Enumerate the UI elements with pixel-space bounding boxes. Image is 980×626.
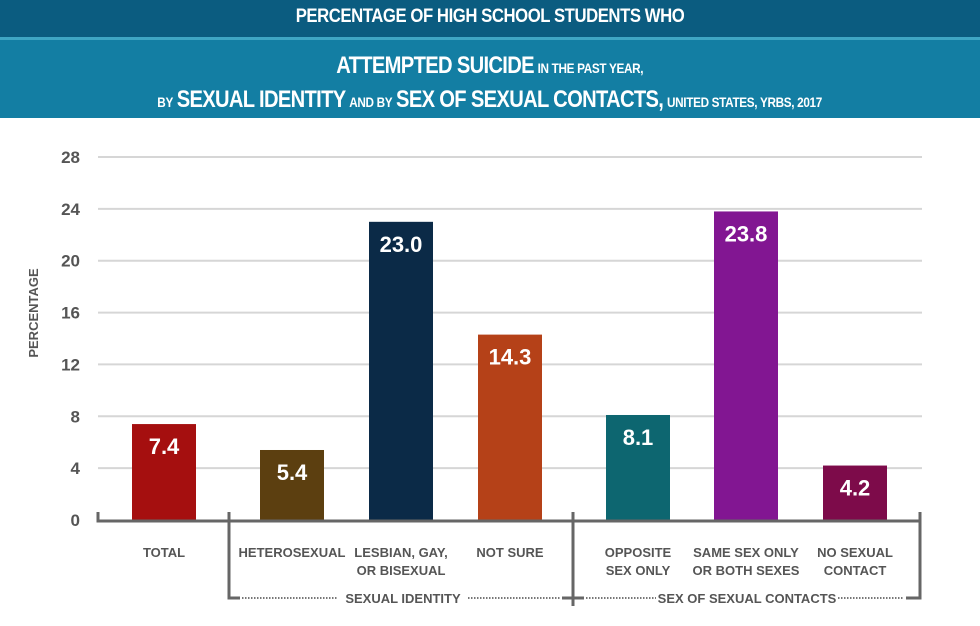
category-label: NOT SURE: [476, 545, 544, 560]
category-label: OR BOTH SEXES: [693, 563, 800, 578]
bar: [132, 424, 196, 520]
category-label: NO SEXUAL: [817, 545, 893, 560]
bar-value-label: 23.8: [725, 221, 768, 246]
title-emphasis-attempted-suicide: ATTEMPTED SUICIDE: [336, 52, 535, 79]
y-tick-label: 4: [71, 459, 81, 478]
title-line-1: PERCENTAGE OF HIGH SCHOOL STUDENTS WHO: [295, 6, 685, 27]
title-and-by: AND BY: [349, 94, 393, 110]
y-axis-label: PERCENTAGE: [26, 268, 41, 358]
category-label: LESBIAN, GAY,: [354, 545, 447, 560]
y-tick-label: 16: [61, 304, 80, 323]
title-emphasis-sexual-identity: SEXUAL IDENTITY: [177, 86, 346, 113]
bar-value-label: 5.4: [277, 460, 308, 485]
bar: [478, 334, 542, 520]
y-tick-label: 20: [61, 252, 80, 271]
bar: [714, 211, 778, 520]
y-axis-ticks: 0 4 8 12 16 20 24 28: [61, 148, 80, 530]
group-label-sexual-identity: SEXUAL IDENTITY: [345, 591, 461, 606]
header-bottom-band: [0, 40, 980, 118]
group-bracket-right: [906, 512, 922, 600]
header-divider: [0, 37, 980, 40]
title-source: UNITED STATES, YRBS, 2017: [667, 94, 823, 110]
category-label: SAME SEX ONLY: [693, 545, 799, 560]
category-label: OR BISEXUAL: [357, 563, 446, 578]
group-bracket-left: [227, 512, 240, 600]
y-tick-label: 8: [71, 407, 80, 426]
title-by: BY: [157, 94, 174, 110]
title-line-3: BY SEXUAL IDENTITY AND BY SEX OF SEXUAL …: [0, 86, 980, 114]
bar: [606, 414, 670, 520]
bar-value-label: 7.4: [149, 434, 180, 459]
category-label: CONTACT: [824, 563, 887, 578]
y-tick-label: 28: [61, 148, 80, 167]
category-label: TOTAL: [143, 545, 185, 560]
bar: [823, 465, 887, 520]
category-labels: TOTAL HETEROSEXUAL LESBIAN, GAY, OR BISEXUA…: [143, 545, 893, 578]
category-label: SEX ONLY: [606, 563, 671, 578]
title-past-year: IN THE PAST YEAR,: [537, 60, 644, 76]
group-label-sex-of-contacts: SEX OF SEXUAL CONTACTS: [658, 591, 837, 606]
header-top-band: [0, 0, 980, 37]
title-line-2: ATTEMPTED SUICIDE IN THE PAST YEAR,: [0, 52, 980, 80]
bar-value-label: 23.0: [380, 232, 423, 257]
y-tick-label: 12: [61, 355, 80, 374]
bar-value-label: 14.3: [489, 345, 532, 370]
category-label: HETEROSEXUAL: [239, 545, 346, 560]
bar-value-label: 4.2: [840, 476, 871, 501]
bar: [260, 449, 324, 520]
title-emphasis-sex-of-contacts: SEX OF SEXUAL CONTACTS,: [396, 86, 664, 113]
y-tick-label: 0: [71, 511, 80, 530]
bars: 7.4 5.4 23.0 14.3 8.1 23.8 4.2: [132, 211, 887, 521]
bar-value-label: 8.1: [623, 425, 654, 450]
category-label: OPPOSITE: [605, 545, 672, 560]
group-brackets: SEXUAL IDENTITY SEX OF SEXUAL CONTACTS: [227, 512, 922, 606]
bar: [369, 221, 433, 521]
y-tick-label: 24: [61, 200, 80, 219]
